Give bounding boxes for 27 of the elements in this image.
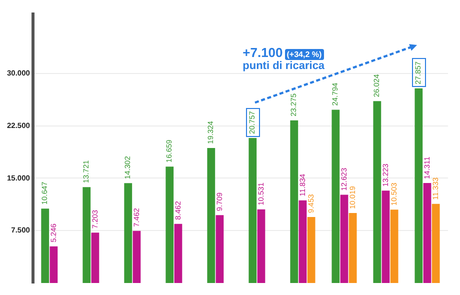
bar bbox=[348, 212, 357, 283]
bar bbox=[166, 166, 174, 283]
bar bbox=[50, 246, 58, 283]
bar bbox=[124, 183, 132, 283]
bar bbox=[373, 101, 382, 283]
bar bbox=[257, 209, 266, 283]
bar bbox=[290, 120, 298, 283]
bar bbox=[414, 88, 423, 283]
bar bbox=[174, 224, 182, 283]
bar bbox=[432, 204, 440, 283]
bar bbox=[382, 190, 390, 283]
bar bbox=[340, 194, 348, 283]
bar bbox=[307, 216, 316, 283]
bar bbox=[91, 232, 100, 283]
bar bbox=[207, 148, 216, 283]
annotation: (+34,2 %) bbox=[284, 49, 324, 60]
bar bbox=[216, 215, 224, 283]
bar bbox=[248, 138, 257, 283]
annotation: +7.100 bbox=[242, 45, 283, 60]
bar bbox=[423, 183, 432, 283]
bar bbox=[132, 230, 141, 283]
bar bbox=[390, 210, 398, 283]
annotation: punti di ricarica bbox=[242, 60, 325, 72]
bar bbox=[332, 110, 340, 283]
bar bbox=[41, 208, 50, 283]
bar bbox=[82, 187, 91, 283]
bar bbox=[298, 200, 307, 283]
